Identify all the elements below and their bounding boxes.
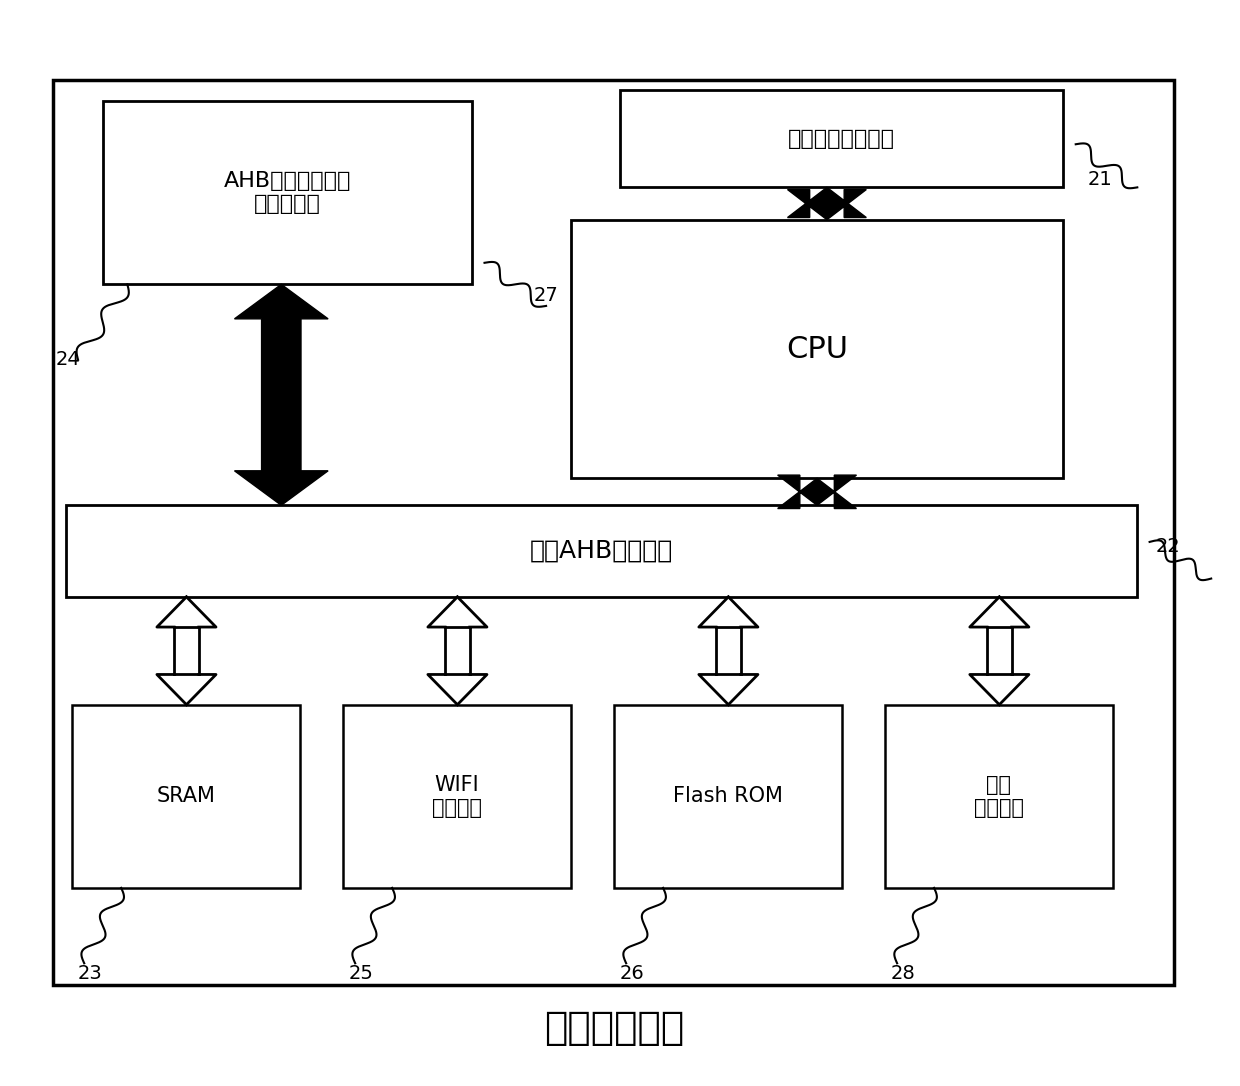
Text: WIFI
功能模块: WIFI 功能模块 (432, 774, 482, 818)
Text: 28: 28 (892, 964, 915, 984)
Text: 22: 22 (1156, 536, 1180, 556)
Text: 21: 21 (1087, 171, 1112, 189)
Bar (343, 705, 570, 888)
Text: 27: 27 (533, 286, 558, 304)
Text: Flash ROM: Flash ROM (673, 786, 782, 806)
Text: CPU: CPU (786, 334, 848, 364)
Polygon shape (970, 597, 1029, 705)
Text: AHB总线协议端口
及控制模块: AHB总线协议端口 及控制模块 (223, 172, 351, 214)
Polygon shape (428, 597, 487, 705)
Bar (614, 705, 842, 888)
Text: SRAM: SRAM (156, 786, 216, 806)
Bar (66, 505, 1137, 597)
Text: 24: 24 (56, 350, 81, 369)
Text: 25: 25 (348, 964, 374, 984)
Bar (620, 90, 1064, 188)
Polygon shape (699, 597, 758, 705)
Bar (570, 219, 1064, 478)
Polygon shape (234, 285, 329, 505)
Text: 从属功能芯片: 从属功能芯片 (543, 1009, 684, 1047)
Text: 高速AHB数据总线: 高速AHB数据总线 (529, 539, 673, 563)
Bar (103, 101, 472, 285)
Text: 辅助控制信号端口: 辅助控制信号端口 (789, 129, 895, 149)
Text: 其它
功能模块: 其它 功能模块 (973, 774, 1024, 818)
Polygon shape (777, 475, 857, 508)
Text: 26: 26 (620, 964, 645, 984)
Bar (53, 79, 1174, 985)
Bar (885, 705, 1112, 888)
Text: 23: 23 (78, 964, 103, 984)
Polygon shape (787, 188, 867, 219)
Bar (72, 705, 300, 888)
Polygon shape (157, 597, 216, 705)
